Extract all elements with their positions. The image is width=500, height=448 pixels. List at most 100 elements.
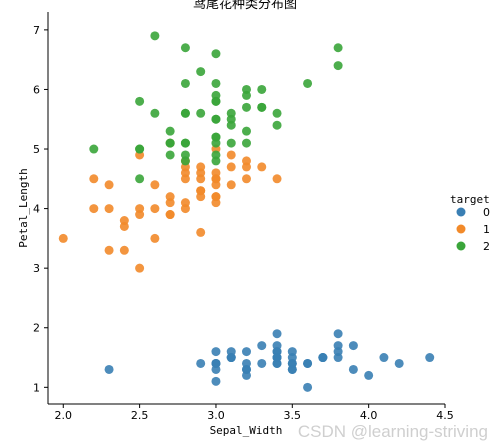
scatter-point-series-2: [211, 49, 221, 59]
y-tick-label: 4: [33, 203, 40, 216]
y-axis-label: Petal_Length: [17, 168, 30, 247]
y-tick-label: 1: [33, 381, 40, 394]
scatter-point-series-1: [226, 150, 236, 160]
plot-area: [58, 31, 435, 392]
y-tick-label: 2: [33, 322, 40, 335]
scatter-point-series-0: [394, 358, 404, 368]
scatter-point-series-1: [104, 180, 114, 190]
x-tick-label: 4.0: [360, 409, 378, 422]
y-tick-label: 7: [33, 24, 40, 37]
watermark: CSDN @learning-striving: [297, 422, 488, 441]
scatter-point-series-2: [196, 108, 206, 118]
scatter-point-series-2: [226, 108, 236, 118]
scatter-point-series-1: [242, 174, 251, 184]
legend-marker-1: [456, 224, 466, 234]
scatter-point-series-0: [348, 364, 358, 374]
scatter-point-series-2: [180, 138, 190, 148]
legend: target 0 1 2: [450, 193, 490, 253]
scatter-point-series-2: [257, 84, 267, 94]
scatter-point-series-0: [303, 382, 313, 392]
scatter-point-series-1: [165, 210, 175, 220]
scatter-point-series-1: [104, 245, 114, 255]
scatter-point-series-2: [180, 156, 190, 166]
scatter-point-series-1: [211, 192, 221, 202]
x-ticks: 2.0 2.5 3.0 3.5 4.0 4.5: [55, 404, 454, 422]
scatter-point-series-0: [211, 347, 221, 357]
scatter-point-series-0: [333, 329, 343, 339]
scatter-point-series-0: [242, 358, 251, 368]
scatter-point-series-1: [272, 174, 282, 184]
scatter-point-series-1: [242, 156, 251, 166]
scatter-point-series-0: [425, 353, 435, 363]
scatter-point-series-2: [272, 120, 282, 130]
scatter-point-series-1: [119, 245, 129, 255]
legend-marker-0: [456, 207, 466, 217]
y-tick-label: 3: [33, 262, 40, 275]
scatter-point-series-2: [211, 96, 221, 106]
scatter-point-series-1: [226, 162, 236, 172]
y-ticks: 1 2 3 4 5 6 7: [33, 24, 48, 394]
scatter-point-series-1: [165, 192, 175, 202]
x-tick-label: 4.5: [436, 409, 454, 422]
scatter-point-series-0: [104, 364, 114, 374]
x-tick-label: 2.5: [131, 409, 149, 422]
scatter-point-series-2: [165, 138, 175, 148]
scatter-point-series-2: [180, 108, 190, 118]
legend-title: target: [450, 193, 490, 206]
scatter-point-series-1: [196, 174, 206, 184]
scatter-point-series-1: [196, 162, 206, 172]
scatter-point-series-0: [226, 353, 236, 363]
scatter-point-series-0: [303, 358, 313, 368]
scatter-point-series-1: [150, 204, 160, 214]
scatter-point-series-2: [242, 102, 251, 112]
scatter-point-series-0: [287, 364, 297, 374]
scatter-point-series-2: [333, 61, 343, 71]
scatter-point-series-2: [165, 126, 175, 136]
scatter-point-series-2: [165, 150, 175, 160]
scatter-point-series-0: [211, 358, 221, 368]
scatter-point-series-0: [257, 358, 267, 368]
scatter-point-series-1: [150, 233, 160, 243]
scatter-point-series-2: [180, 78, 190, 88]
x-tick-label: 3.0: [207, 409, 225, 422]
scatter-point-series-1: [58, 233, 68, 243]
scatter-point-series-0: [364, 370, 374, 380]
scatter-point-series-2: [226, 120, 236, 130]
scatter-point-series-2: [257, 102, 267, 112]
scatter-point-series-2: [333, 43, 343, 53]
y-tick-label: 5: [33, 143, 40, 156]
scatter-point-series-2: [242, 90, 251, 100]
scatter-point-series-0: [242, 347, 251, 357]
scatter-point-series-1: [89, 204, 99, 214]
legend-label-0: 0: [483, 206, 490, 219]
scatter-point-series-2: [135, 144, 145, 154]
scatter-point-series-2: [226, 138, 236, 148]
scatter-point-series-1: [180, 174, 190, 184]
scatter-point-series-2: [242, 126, 251, 136]
scatter-point-series-2: [211, 114, 221, 124]
scatter-point-series-0: [379, 353, 389, 363]
scatter-point-series-1: [150, 180, 160, 190]
scatter-point-series-1: [196, 227, 206, 237]
scatter-point-series-2: [242, 138, 251, 148]
scatter-point-series-0: [333, 347, 343, 357]
scatter-point-series-2: [272, 108, 282, 118]
scatter-point-series-1: [226, 180, 236, 190]
scatter-point-series-2: [135, 96, 145, 106]
scatter-point-series-0: [272, 329, 282, 339]
scatter-point-series-0: [272, 353, 282, 363]
legend-label-2: 2: [483, 240, 490, 253]
scatter-point-series-2: [135, 174, 145, 184]
x-tick-label: 2.0: [55, 409, 73, 422]
scatter-point-series-2: [303, 78, 313, 88]
scatter-point-series-1: [196, 186, 206, 196]
legend-marker-2: [456, 241, 466, 251]
scatter-point-series-0: [318, 353, 328, 363]
scatter-point-series-0: [196, 358, 206, 368]
scatter-point-series-0: [211, 376, 221, 386]
scatter-point-series-1: [119, 221, 129, 231]
scatter-point-series-1: [104, 204, 114, 214]
scatter-point-series-2: [211, 78, 221, 88]
scatter-point-series-2: [150, 31, 160, 41]
